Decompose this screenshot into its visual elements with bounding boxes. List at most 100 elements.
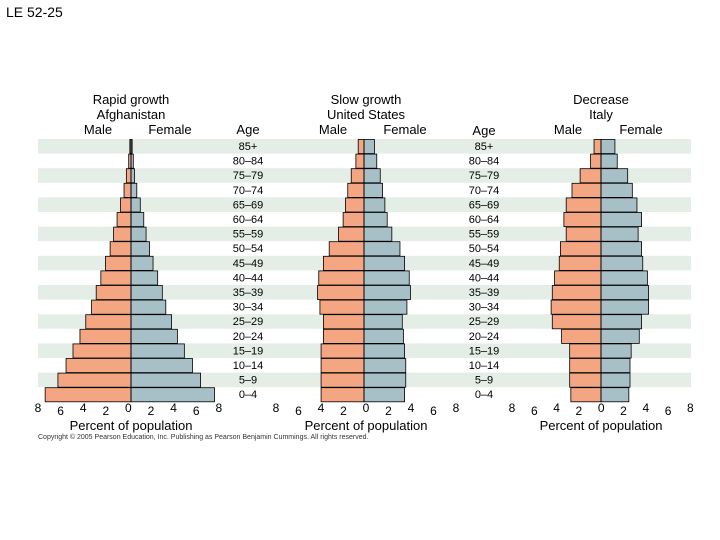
x-tick-label: 8 [35, 401, 42, 415]
male-bar [100, 270, 132, 286]
female-bar [130, 387, 215, 403]
female-label: Female [619, 122, 662, 137]
x-tick-label: 2 [102, 404, 109, 418]
male-label: Male [554, 122, 582, 137]
female-bar [600, 314, 642, 330]
x-tick-label: 2 [148, 404, 155, 418]
female-bar [600, 270, 648, 286]
age-label: 25–29 [469, 316, 500, 328]
age-label: 5–9 [475, 375, 493, 387]
male-bar [105, 255, 132, 271]
age-label: 20–24 [469, 331, 500, 343]
male-bar [79, 328, 132, 344]
male-bar [322, 255, 365, 271]
x-tick-label: 8 [215, 401, 222, 415]
female-bar [363, 255, 405, 271]
male-bar [85, 314, 132, 330]
female-bar [600, 139, 616, 155]
female-bar [130, 197, 141, 213]
female-bar [363, 197, 386, 213]
male-bar [357, 139, 365, 155]
age-label: 35–39 [469, 287, 500, 299]
male-bar [322, 328, 365, 344]
female-bar [600, 212, 642, 228]
x-tick-label: 4 [408, 401, 415, 415]
female-bar [130, 270, 159, 286]
male-bar [320, 358, 365, 374]
female-label: Female [383, 122, 426, 137]
female-bar [363, 182, 383, 198]
female-bar [363, 212, 388, 228]
male-bar [565, 197, 602, 213]
age-label: 20–24 [233, 331, 264, 343]
x-tick-label: 2 [385, 404, 392, 418]
female-bar [600, 387, 630, 403]
x-tick-label: 4 [80, 401, 87, 415]
age-label: 85+ [239, 141, 258, 153]
chart-title: Rapid growth [93, 92, 170, 107]
age-label: 75–79 [469, 170, 500, 182]
age-label: 65–69 [233, 199, 264, 211]
female-bar [600, 153, 618, 169]
age-label: 45–49 [469, 258, 500, 270]
female-label: Female [148, 122, 191, 137]
female-bar [130, 358, 193, 374]
male-bar [109, 241, 132, 257]
male-bar [571, 182, 602, 198]
female-bar [363, 270, 410, 286]
female-bar [600, 328, 640, 344]
male-label: Male [84, 122, 112, 137]
x-tick-label: 2 [340, 404, 347, 418]
female-bar [363, 358, 407, 374]
age-label: 80–84 [469, 156, 500, 168]
male-bar [561, 328, 602, 344]
female-bar [130, 314, 172, 330]
age-label: 70–74 [233, 185, 264, 197]
female-bar [600, 168, 629, 184]
x-tick-label: 6 [665, 404, 672, 418]
female-bar [130, 285, 163, 301]
male-bar [120, 197, 132, 213]
female-bar [130, 168, 135, 184]
female-bar [600, 241, 642, 257]
female-bar [600, 226, 639, 242]
age-label: 80–84 [233, 156, 264, 168]
male-bar [44, 387, 132, 403]
age-label: 30–34 [233, 302, 264, 314]
female-bar [363, 241, 401, 257]
male-bar [347, 182, 365, 198]
male-bar [322, 314, 365, 330]
chart-subtitle: Afghanistan [97, 107, 166, 122]
age-header: Age [472, 123, 495, 138]
male-bar [65, 358, 132, 374]
male-bar [355, 153, 365, 169]
chart-title: Decrease [573, 92, 629, 107]
x-tick-label: 0 [598, 401, 605, 415]
x-tick-label: 8 [687, 401, 694, 415]
female-bar [600, 285, 649, 301]
male-bar [560, 241, 602, 257]
female-bar [130, 212, 145, 228]
female-bar [130, 299, 167, 315]
female-bar [600, 197, 638, 213]
x-axis-label: Percent of population [70, 418, 193, 433]
age-label: 50–54 [469, 243, 500, 255]
male-bar [551, 285, 602, 301]
female-bar [363, 153, 378, 169]
age-label: 40–44 [469, 272, 500, 284]
male-bar [570, 387, 602, 403]
male-bar [319, 299, 365, 315]
x-tick-label: 0 [125, 401, 132, 415]
age-label: 55–59 [469, 229, 500, 241]
male-bar [95, 285, 132, 301]
male-bar [342, 212, 365, 228]
female-bar [130, 182, 138, 198]
x-tick-label: 4 [553, 401, 560, 415]
age-label: 25–29 [233, 316, 264, 328]
male-bar [113, 226, 132, 242]
male-bar [565, 226, 602, 242]
female-bar [363, 168, 381, 184]
age-label: 75–79 [233, 170, 264, 182]
female-bar [363, 299, 408, 315]
female-bar [130, 241, 150, 257]
